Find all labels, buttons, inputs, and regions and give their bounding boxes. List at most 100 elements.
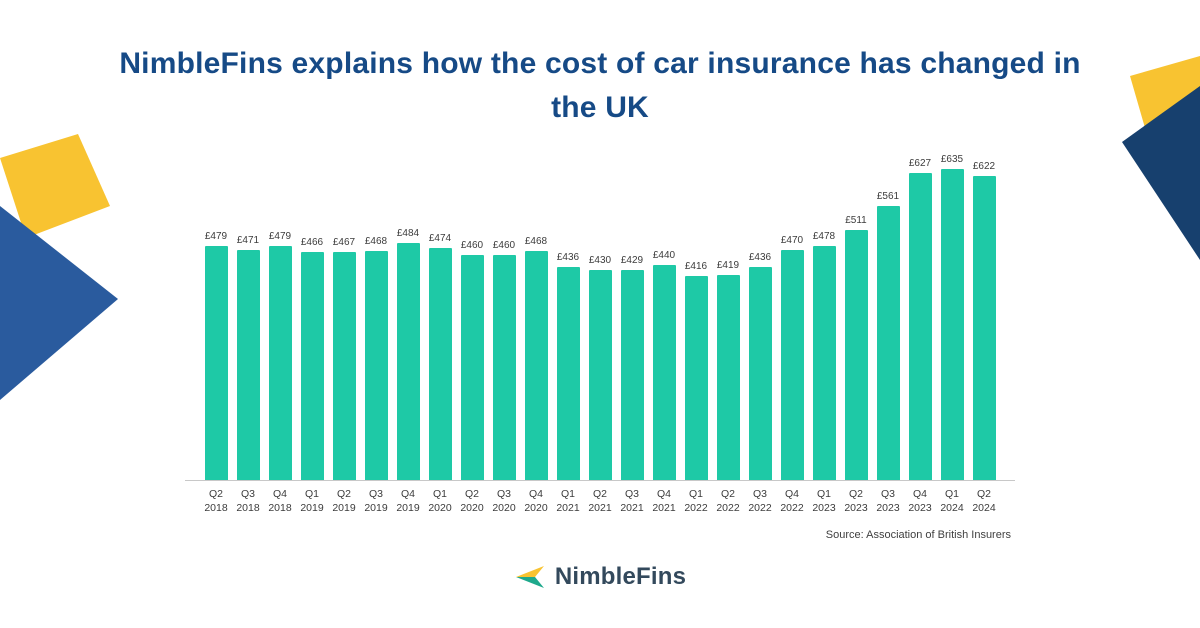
x-tick-label: Q2 2023 (844, 488, 868, 514)
x-tick-label: Q2 2024 (972, 488, 996, 514)
x-tick-label: Q4 2018 (268, 488, 292, 514)
page-title: NimbleFins explains how the cost of car … (119, 47, 1081, 124)
bar-column: £468 (520, 236, 552, 480)
bar-column: £429 (616, 255, 648, 480)
bar-column: £471 (232, 235, 264, 480)
bar-column: £478 (808, 231, 840, 480)
bar-value-label: £622 (972, 161, 996, 172)
bar-value-label: £460 (460, 240, 484, 251)
bar-value-label: £470 (780, 235, 804, 246)
bar-column: £466 (296, 237, 328, 480)
bar-column: £479 (200, 231, 232, 480)
bar (940, 169, 964, 480)
brand-footer: NimbleFins (514, 563, 686, 591)
x-tick-label: Q4 2021 (652, 488, 676, 514)
bar-column: £468 (360, 236, 392, 480)
bar-column: £561 (872, 191, 904, 480)
bar-value-label: £561 (876, 191, 900, 202)
bar-column: £460 (488, 240, 520, 480)
x-tick-label: Q1 2021 (556, 488, 580, 514)
x-tick-label: Q1 2020 (428, 488, 452, 514)
bar-column: £627 (904, 158, 936, 480)
bar (876, 206, 900, 480)
bar-value-label: £460 (492, 240, 516, 251)
bar-value-label: £440 (652, 250, 676, 261)
nimblefins-logo-text: NimbleFins (554, 563, 687, 590)
bar (236, 250, 260, 480)
bar (748, 267, 772, 480)
x-tick-label: Q2 2020 (460, 488, 484, 514)
bar-column: £419 (712, 260, 744, 480)
bar-value-label: £484 (396, 228, 420, 239)
bar (812, 246, 836, 480)
bar-value-label: £627 (908, 158, 932, 169)
bar (908, 173, 932, 480)
bar (588, 270, 612, 480)
bar-value-label: £436 (748, 252, 772, 263)
bar-value-label: £635 (940, 154, 964, 165)
bar (972, 176, 996, 480)
x-tick-label: Q1 2024 (940, 488, 964, 514)
bar-column: £484 (392, 228, 424, 480)
bar (428, 248, 452, 480)
bar-value-label: £468 (364, 236, 388, 247)
x-tick-label: Q3 2018 (236, 488, 260, 514)
bar (780, 250, 804, 480)
bar-value-label: £429 (620, 255, 644, 266)
bar (332, 252, 356, 480)
bar (652, 265, 676, 480)
bar-column: £430 (584, 255, 616, 480)
bar-column: £467 (328, 237, 360, 480)
bar (300, 252, 324, 480)
bar-value-label: £479 (204, 231, 228, 242)
x-tick-label: Q1 2022 (684, 488, 708, 514)
bar (492, 255, 516, 480)
bar-column: £436 (744, 252, 776, 480)
bar-value-label: £474 (428, 233, 452, 244)
bar (620, 270, 644, 480)
x-tick-label: Q1 2023 (812, 488, 836, 514)
x-tick-label: Q2 2019 (332, 488, 356, 514)
bar (396, 243, 420, 480)
bar (556, 267, 580, 480)
x-tick-label: Q4 2019 (396, 488, 420, 514)
bar-value-label: £471 (236, 235, 260, 246)
bar-value-label: £478 (812, 231, 836, 242)
bar-value-label: £419 (716, 260, 740, 271)
bar (684, 276, 708, 480)
x-tick-label: Q4 2022 (780, 488, 804, 514)
bar (524, 251, 548, 480)
bar (460, 255, 484, 480)
bar-column: £511 (840, 215, 872, 480)
bar-chart: £479 £471 £479 £466 £467 £468 £484 £474 £460 £460… (185, 144, 1015, 541)
bar (844, 230, 868, 480)
bar-column: £470 (776, 235, 808, 480)
bar-column: £460 (456, 240, 488, 480)
bar-value-label: £466 (300, 237, 324, 248)
x-tick-label: Q2 2022 (716, 488, 740, 514)
bar (268, 246, 292, 480)
x-tick-label: Q2 2018 (204, 488, 228, 514)
bar-value-label: £416 (684, 261, 708, 272)
bar-column: £622 (968, 161, 1000, 480)
x-tick-label: Q2 2021 (588, 488, 612, 514)
bar-column: £436 (552, 252, 584, 480)
nimblefins-logo-icon (515, 566, 544, 588)
x-tick-label: Q4 2023 (908, 488, 932, 514)
bar-value-label: £479 (268, 231, 292, 242)
bar-column: £474 (424, 233, 456, 480)
bar-value-label: £511 (845, 215, 867, 226)
x-tick-label: Q1 2019 (300, 488, 324, 514)
x-tick-label: Q4 2020 (524, 488, 548, 514)
bar-value-label: £467 (332, 237, 356, 248)
x-axis: Q2 2018 Q3 2018 Q4 2018 Q1 2019 Q2 2019 Q3 2019 Q4 20… (185, 480, 1015, 515)
x-tick-label: Q3 2019 (364, 488, 388, 514)
bar-column: £479 (264, 231, 296, 480)
bar-value-label: £436 (556, 252, 580, 263)
bar (364, 251, 388, 480)
bar-column: £440 (648, 250, 680, 480)
bar-column: £635 (936, 154, 968, 480)
chart-plot-area: £479 £471 £479 £466 £467 £468 £484 £474 £460 £460… (185, 144, 1015, 480)
bar (204, 246, 228, 480)
